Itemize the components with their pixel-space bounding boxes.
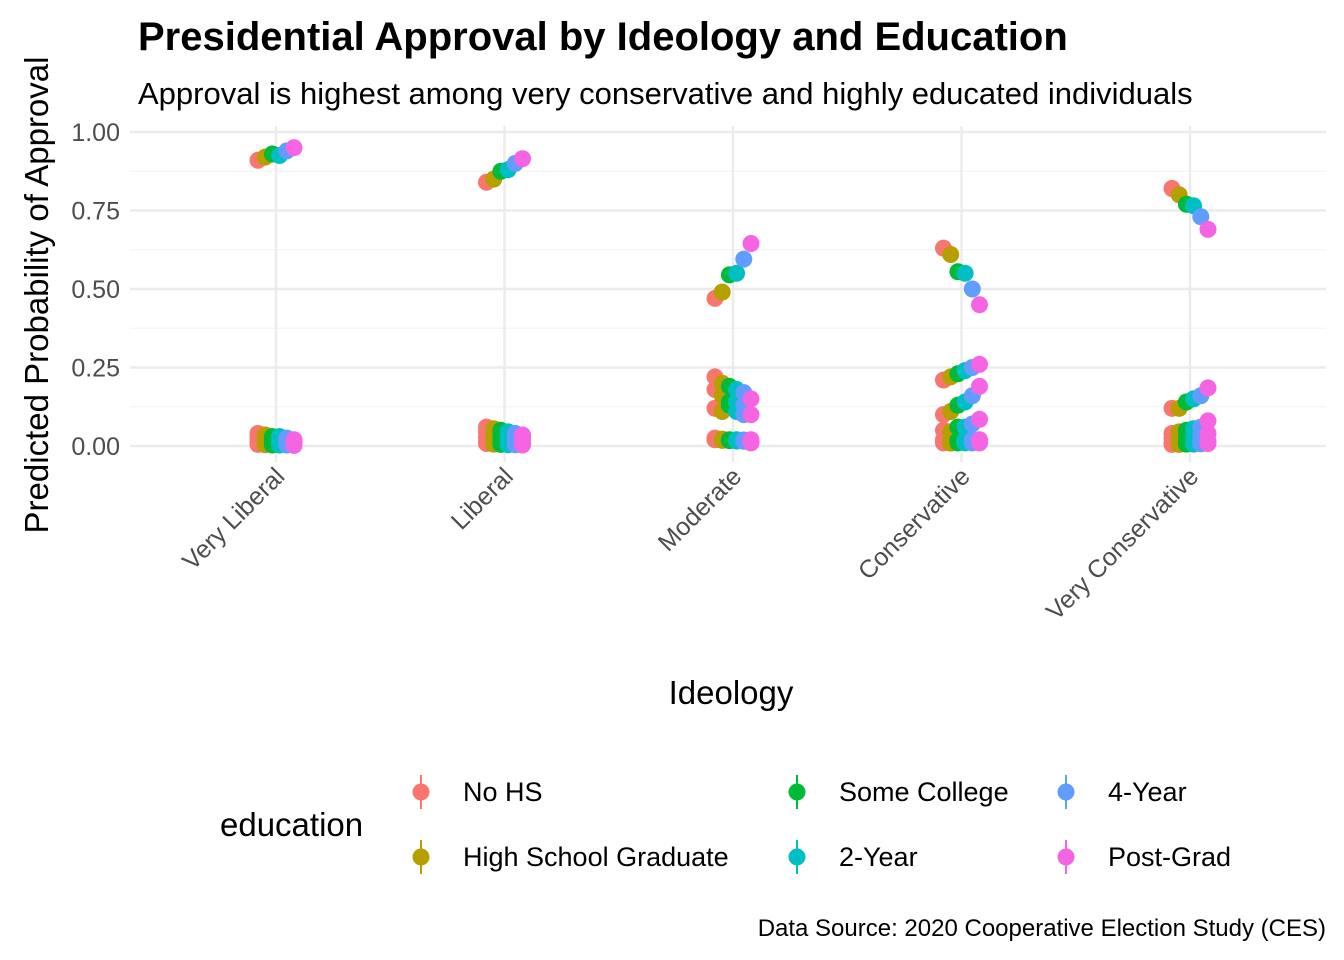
legend-item: High School Graduate	[412, 840, 729, 874]
legend-label: Post-Grad	[1108, 842, 1231, 872]
y-tick-label: 0.75	[71, 198, 120, 226]
legend-key-point	[1057, 848, 1075, 866]
y-axis-title: Predicted Probability of Approval	[18, 57, 55, 534]
x-axis-title: Ideology	[669, 674, 794, 711]
y-tick-label: 0.50	[71, 276, 120, 304]
data-point	[956, 264, 974, 282]
data-point	[971, 296, 988, 314]
legend-label: No HS	[463, 777, 543, 807]
data-point	[285, 436, 303, 454]
data-point	[728, 264, 746, 282]
legend-item: 2-Year	[788, 840, 918, 874]
chart-subtitle: Approval is highest among very conservat…	[138, 76, 1193, 111]
y-tick-label: 1.00	[71, 119, 120, 147]
data-point	[1199, 412, 1217, 430]
data-point	[963, 280, 981, 298]
data-point	[742, 434, 760, 452]
data-point	[971, 434, 988, 452]
legend: education No HS High School Graduate Some …	[220, 775, 1231, 874]
x-tick-label: Conservative	[853, 462, 976, 585]
legend-key-point	[412, 848, 430, 866]
legend-key-point	[788, 848, 806, 866]
legend-key-point	[412, 783, 430, 801]
y-tick-label: 0.00	[71, 433, 120, 461]
data-point	[1192, 208, 1210, 226]
legend-label: 2-Year	[839, 842, 918, 872]
chart-caption: Data Source: 2020 Cooperative Election S…	[758, 915, 1326, 942]
data-point	[942, 245, 960, 263]
chart-title: Presidential Approval by Ideology and Ed…	[138, 15, 1068, 59]
data-point	[1199, 379, 1217, 397]
data-point	[514, 150, 531, 168]
x-tick-label: Moderate	[653, 462, 747, 556]
data-point	[742, 234, 760, 252]
legend-label: 4-Year	[1108, 777, 1187, 807]
legend-key-point	[1057, 783, 1075, 801]
x-tick-labels: Very Liberal Liberal Moderate Conservative V…	[177, 462, 1204, 625]
data-point	[971, 377, 988, 395]
data-point	[1199, 434, 1217, 452]
x-tick-label: Very Conservative	[1041, 462, 1204, 625]
data-point	[742, 406, 760, 424]
data-point	[713, 283, 731, 301]
x-tick-label: Very Liberal	[177, 462, 290, 575]
legend-key-point	[788, 783, 806, 801]
data-points	[249, 139, 1217, 454]
legend-item: Post-Grad	[1057, 840, 1231, 874]
data-point	[742, 390, 760, 408]
data-point	[514, 436, 531, 454]
data-point	[1199, 220, 1217, 238]
legend-label: High School Graduate	[463, 842, 729, 872]
legend-title: education	[220, 806, 363, 843]
data-point	[735, 250, 753, 268]
data-point	[285, 139, 303, 157]
legend-label: Some College	[839, 777, 1009, 807]
data-point	[971, 355, 988, 373]
data-point	[971, 410, 988, 428]
legend-item: 4-Year	[1057, 775, 1187, 809]
legend-item: Some College	[788, 775, 1009, 809]
y-tick-labels: 0.00 0.25 0.50 0.75 1.00	[71, 119, 120, 461]
x-tick-label: Liberal	[446, 462, 519, 535]
y-tick-label: 0.25	[71, 355, 120, 383]
legend-item: No HS	[412, 775, 543, 809]
